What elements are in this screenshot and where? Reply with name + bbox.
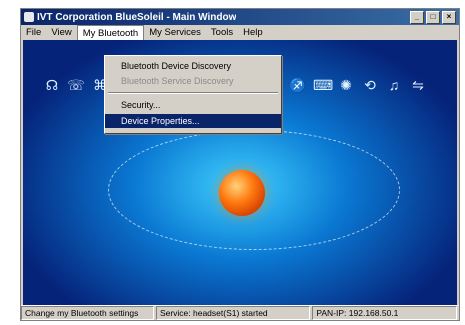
my-bluetooth-menu: Bluetooth Device Discovery Bluetooth Ser… (104, 55, 282, 134)
minimize-button[interactable]: _ (410, 11, 424, 24)
menu-tools[interactable]: Tools (210, 27, 234, 38)
status-service: Service: headset(S1) started (155, 306, 311, 320)
menu-view[interactable]: View (51, 27, 72, 38)
menu-device-properties[interactable]: Device Properties... (105, 114, 281, 128)
main-window: IVT Corporation BlueSoleil - Main Window… (20, 8, 460, 321)
sync-icon[interactable]: ⟲ (364, 77, 376, 93)
fax-icon[interactable]: ♐ (289, 77, 307, 93)
window-controls: _ □ × (410, 11, 456, 24)
menu-my-services[interactable]: My Services (149, 27, 201, 38)
menu-device-discovery[interactable]: Bluetooth Device Discovery (121, 61, 232, 71)
status-device: PAN-IP: 192.168.50.1 (312, 306, 457, 320)
wireless-icon[interactable]: ✺ (340, 77, 352, 93)
network-icon[interactable]: ⌘ (93, 77, 107, 93)
service-icons-row: ☊ ☏ ⌘ ⎙ ♐ ⌨ ✺ ⟲ ♫ ⇋ (23, 76, 457, 98)
menu-file[interactable]: File (26, 27, 42, 38)
app-icon (24, 12, 34, 22)
menu-bar: File View My Bluetooth My Services Tools… (21, 25, 459, 40)
status-hint: Change my Bluetooth settings (21, 306, 154, 320)
menu-help[interactable]: Help (243, 27, 263, 38)
share-icon[interactable]: ⇋ (412, 77, 424, 93)
window-title: IVT Corporation BlueSoleil - Main Window (37, 11, 237, 23)
keyboard-icon[interactable]: ⌨ (313, 77, 334, 93)
close-button[interactable]: × (442, 11, 456, 24)
status-bar: Change my Bluetooth settings Service: he… (21, 305, 459, 320)
local-device-orb[interactable] (219, 170, 265, 216)
audio-icon[interactable]: ♫ (388, 77, 400, 93)
title-bar[interactable]: IVT Corporation BlueSoleil - Main Window… (21, 9, 459, 25)
maximize-button[interactable]: □ (426, 11, 440, 24)
menu-security[interactable]: Security... (121, 100, 161, 110)
headset-icon[interactable]: ☊ (45, 77, 59, 93)
menu-my-bluetooth[interactable]: My Bluetooth (76, 25, 145, 40)
menu-separator (108, 92, 278, 94)
menu-service-discovery: Bluetooth Service Discovery (121, 76, 234, 86)
phone-icon[interactable]: ☏ (67, 77, 85, 93)
